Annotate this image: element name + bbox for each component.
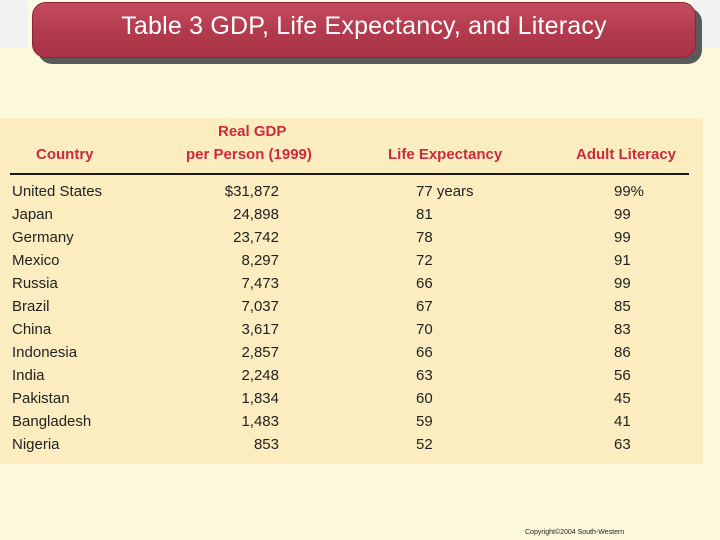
table-row: Indonesia 2,857 66 86 [0, 341, 703, 364]
cell-gdp: $31,872 [224, 183, 279, 200]
table-row: Japan 24,898 81 99 [0, 203, 703, 226]
cell-country: Brazil [12, 298, 50, 315]
cell-country: Japan [12, 206, 53, 223]
table-row: United States $31,872 77 years 99% [0, 180, 703, 203]
header-gdp-line2: per Person (1999) [186, 146, 312, 163]
cell-life-expectancy: 78 [416, 229, 433, 246]
cell-life-expectancy: 67 [416, 298, 433, 315]
header-gdp-line1: Real GDP [218, 123, 287, 140]
header-adult-literacy: Adult Literacy [576, 146, 677, 163]
cell-adult-literacy: 99 [614, 275, 631, 292]
cell-adult-literacy: 91 [614, 252, 631, 269]
cell-life-expectancy: 81 [416, 206, 433, 223]
cell-adult-literacy: 86 [614, 344, 631, 361]
cell-adult-literacy: 99% [614, 183, 645, 200]
cell-adult-literacy: 99 [614, 206, 631, 223]
table-row: Nigeria 853 52 63 [0, 433, 703, 456]
table-row: India 2,248 63 56 [0, 364, 703, 387]
cell-country: Mexico [12, 252, 60, 269]
header-rule [10, 173, 689, 175]
cell-life-expectancy: 52 [416, 436, 433, 453]
cell-adult-literacy: 85 [614, 298, 631, 315]
table-row: Pakistan 1,834 60 45 [0, 387, 703, 410]
cell-country: Nigeria [12, 436, 60, 453]
cell-life-expectancy: 63 [416, 367, 433, 384]
cell-adult-literacy: 56 [614, 367, 631, 384]
cell-gdp: 7,037 [241, 298, 279, 315]
table-row: Germany 23,742 78 99 [0, 226, 703, 249]
cell-life-expectancy: 77 years [416, 183, 474, 200]
cell-life-expectancy: 72 [416, 252, 433, 269]
table-row: China 3,617 70 83 [0, 318, 703, 341]
table-row: Russia 7,473 66 99 [0, 272, 703, 295]
cell-gdp: 23,742 [233, 229, 279, 246]
cell-country: Pakistan [12, 390, 70, 407]
cell-country: United States [12, 183, 103, 200]
header-life-expectancy: Life Expectancy [388, 146, 503, 163]
cell-country: Indonesia [12, 344, 78, 361]
cell-gdp: 7,473 [241, 275, 279, 292]
copyright-notice: Copyright©2004 South-Western [525, 529, 625, 536]
cell-country: Russia [12, 275, 58, 292]
cell-adult-literacy: 99 [614, 229, 631, 246]
cell-gdp: 853 [253, 436, 279, 453]
cell-adult-literacy: 45 [614, 390, 631, 407]
cell-country: Bangladesh [12, 413, 92, 430]
cell-life-expectancy: 70 [416, 321, 433, 338]
cell-gdp: 2,857 [241, 344, 279, 361]
cell-gdp: 1,834 [241, 390, 279, 407]
cell-gdp: 1,483 [241, 413, 279, 430]
data-table [0, 118, 703, 464]
title-bar [32, 2, 696, 58]
cell-gdp: 2,248 [241, 367, 279, 384]
cell-country: China [12, 321, 52, 338]
cell-life-expectancy: 60 [416, 390, 433, 407]
header-country: Country [36, 146, 94, 163]
cell-life-expectancy: 66 [416, 344, 433, 361]
cell-life-expectancy: 59 [416, 413, 433, 430]
cell-gdp: 3,617 [241, 321, 279, 338]
table-row: Mexico 8,297 72 91 [0, 249, 703, 272]
cell-adult-literacy: 63 [614, 436, 631, 453]
cell-country: Germany [12, 229, 74, 246]
slide-title: Table 3 GDP, Life Expectancy, and Litera… [121, 12, 607, 40]
cell-gdp: 24,898 [233, 206, 279, 223]
cell-adult-literacy: 41 [614, 413, 631, 430]
table-row: Bangladesh 1,483 59 41 [0, 410, 703, 433]
cell-gdp: 8,297 [241, 252, 279, 269]
table-row: Brazil 7,037 67 85 [0, 295, 703, 318]
cell-country: India [12, 367, 45, 384]
cell-life-expectancy: 66 [416, 275, 433, 292]
cell-adult-literacy: 83 [614, 321, 631, 338]
table-body: United States $31,872 77 years 99% Japan 24,8… [0, 180, 703, 456]
